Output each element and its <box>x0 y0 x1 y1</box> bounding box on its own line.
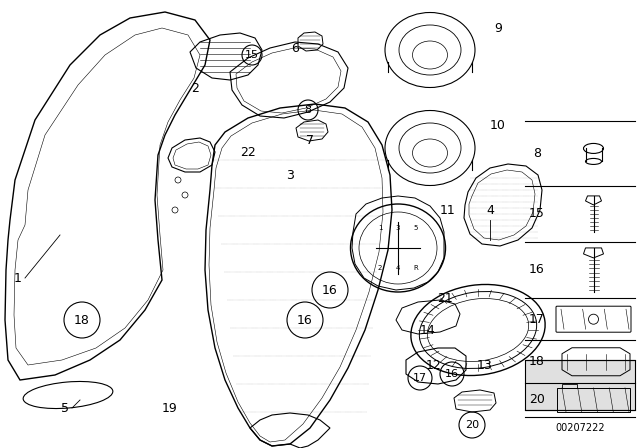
Text: 20: 20 <box>465 420 479 430</box>
Text: 1: 1 <box>14 271 22 284</box>
Text: 7: 7 <box>306 134 314 146</box>
Bar <box>557 388 630 412</box>
Text: 2: 2 <box>191 82 199 95</box>
Text: 4: 4 <box>486 203 494 216</box>
Text: 9: 9 <box>494 22 502 34</box>
Text: R: R <box>413 265 419 271</box>
Text: 13: 13 <box>477 358 493 371</box>
Text: 3: 3 <box>286 168 294 181</box>
Text: 14: 14 <box>420 323 436 336</box>
Text: 17: 17 <box>529 313 545 326</box>
Text: 20: 20 <box>529 393 545 406</box>
Text: 10: 10 <box>490 119 506 132</box>
Text: 8: 8 <box>305 105 312 115</box>
Text: 18: 18 <box>74 314 90 327</box>
Text: 19: 19 <box>162 401 178 414</box>
Text: 2: 2 <box>378 265 382 271</box>
Text: 16: 16 <box>322 284 338 297</box>
Text: 16: 16 <box>297 314 313 327</box>
Text: 11: 11 <box>440 203 456 216</box>
Text: 16: 16 <box>445 369 459 379</box>
Text: 15: 15 <box>529 207 545 220</box>
Text: 3: 3 <box>396 225 400 231</box>
Text: 1: 1 <box>378 225 382 231</box>
Text: 4: 4 <box>396 265 400 271</box>
Text: 21: 21 <box>437 292 453 305</box>
Bar <box>525 360 635 410</box>
Text: 6: 6 <box>291 42 299 55</box>
Text: 17: 17 <box>413 373 427 383</box>
Text: 16: 16 <box>529 263 545 276</box>
Text: 5: 5 <box>61 401 69 414</box>
Text: 15: 15 <box>245 50 259 60</box>
Text: 8: 8 <box>533 147 541 160</box>
Text: 00207222: 00207222 <box>555 423 605 433</box>
Text: 22: 22 <box>240 146 256 159</box>
Text: 12: 12 <box>426 358 442 371</box>
Text: 5: 5 <box>414 225 418 231</box>
Text: 18: 18 <box>529 355 545 368</box>
